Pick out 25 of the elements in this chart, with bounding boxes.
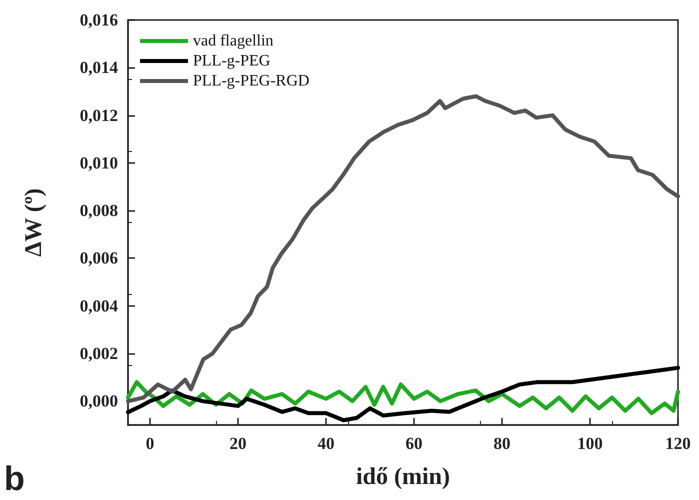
y-tick-label: 0,006 — [80, 248, 118, 268]
x-axis-title: idő (min) — [356, 464, 450, 490]
y-tick-label: 0,008 — [80, 201, 118, 220]
line-series — [126, 366, 680, 422]
y-tick-label: 0,010 — [80, 153, 118, 172]
line-series — [126, 94, 680, 404]
legend-label: PLL-g-PEG-RGD — [193, 72, 310, 90]
x-tick-label: 0 — [146, 434, 154, 453]
text: b — [4, 460, 25, 498]
y-tick-label: 0,016 — [80, 10, 118, 30]
line-series — [126, 380, 680, 416]
y-tick-label: 0,014 — [80, 58, 118, 78]
y-tick-label: 0,002 — [80, 344, 118, 364]
x-tick-label: 60 — [406, 434, 422, 453]
x-tick-label: 120 — [665, 434, 691, 453]
x-tick-label: 100 — [577, 434, 603, 453]
y-tick-label: 0,012 — [80, 106, 118, 125]
x-tick-label: 80 — [494, 434, 510, 453]
x-tick-label: 40 — [318, 434, 334, 453]
legend-label: PLL-g-PEG — [193, 52, 271, 70]
y-axis-title: ΔW (º) — [21, 188, 47, 257]
y-tick-label: 0,000 — [80, 392, 118, 411]
legend-label: vad flagellin — [193, 32, 274, 50]
y-tick-label: 0,004 — [80, 296, 118, 316]
x-tick-label: 20 — [230, 434, 246, 453]
